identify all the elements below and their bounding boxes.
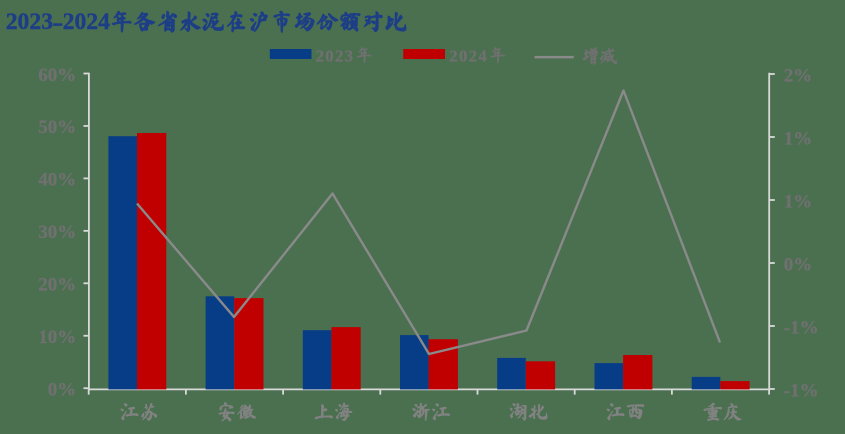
svg-text:2%: 2% — [784, 65, 813, 86]
svg-text:10%: 10% — [38, 327, 76, 348]
svg-text:2023: 2023 — [316, 47, 355, 66]
svg-text:50%: 50% — [38, 117, 76, 138]
svg-text:20%: 20% — [38, 275, 76, 296]
svg-text:1%: 1% — [784, 128, 813, 149]
svg-text:1%: 1% — [784, 191, 813, 212]
svg-text:30%: 30% — [38, 222, 76, 243]
svg-text:2024: 2024 — [63, 9, 111, 35]
svg-text:0%: 0% — [784, 254, 813, 275]
svg-text:0%: 0% — [48, 380, 77, 401]
svg-text:2024: 2024 — [449, 47, 488, 66]
svg-text:40%: 40% — [38, 170, 76, 191]
svg-text:-1%: -1% — [784, 317, 819, 338]
svg-text:-1%: -1% — [784, 380, 819, 401]
svg-text:2023: 2023 — [6, 9, 54, 35]
svg-text:60%: 60% — [38, 65, 76, 86]
